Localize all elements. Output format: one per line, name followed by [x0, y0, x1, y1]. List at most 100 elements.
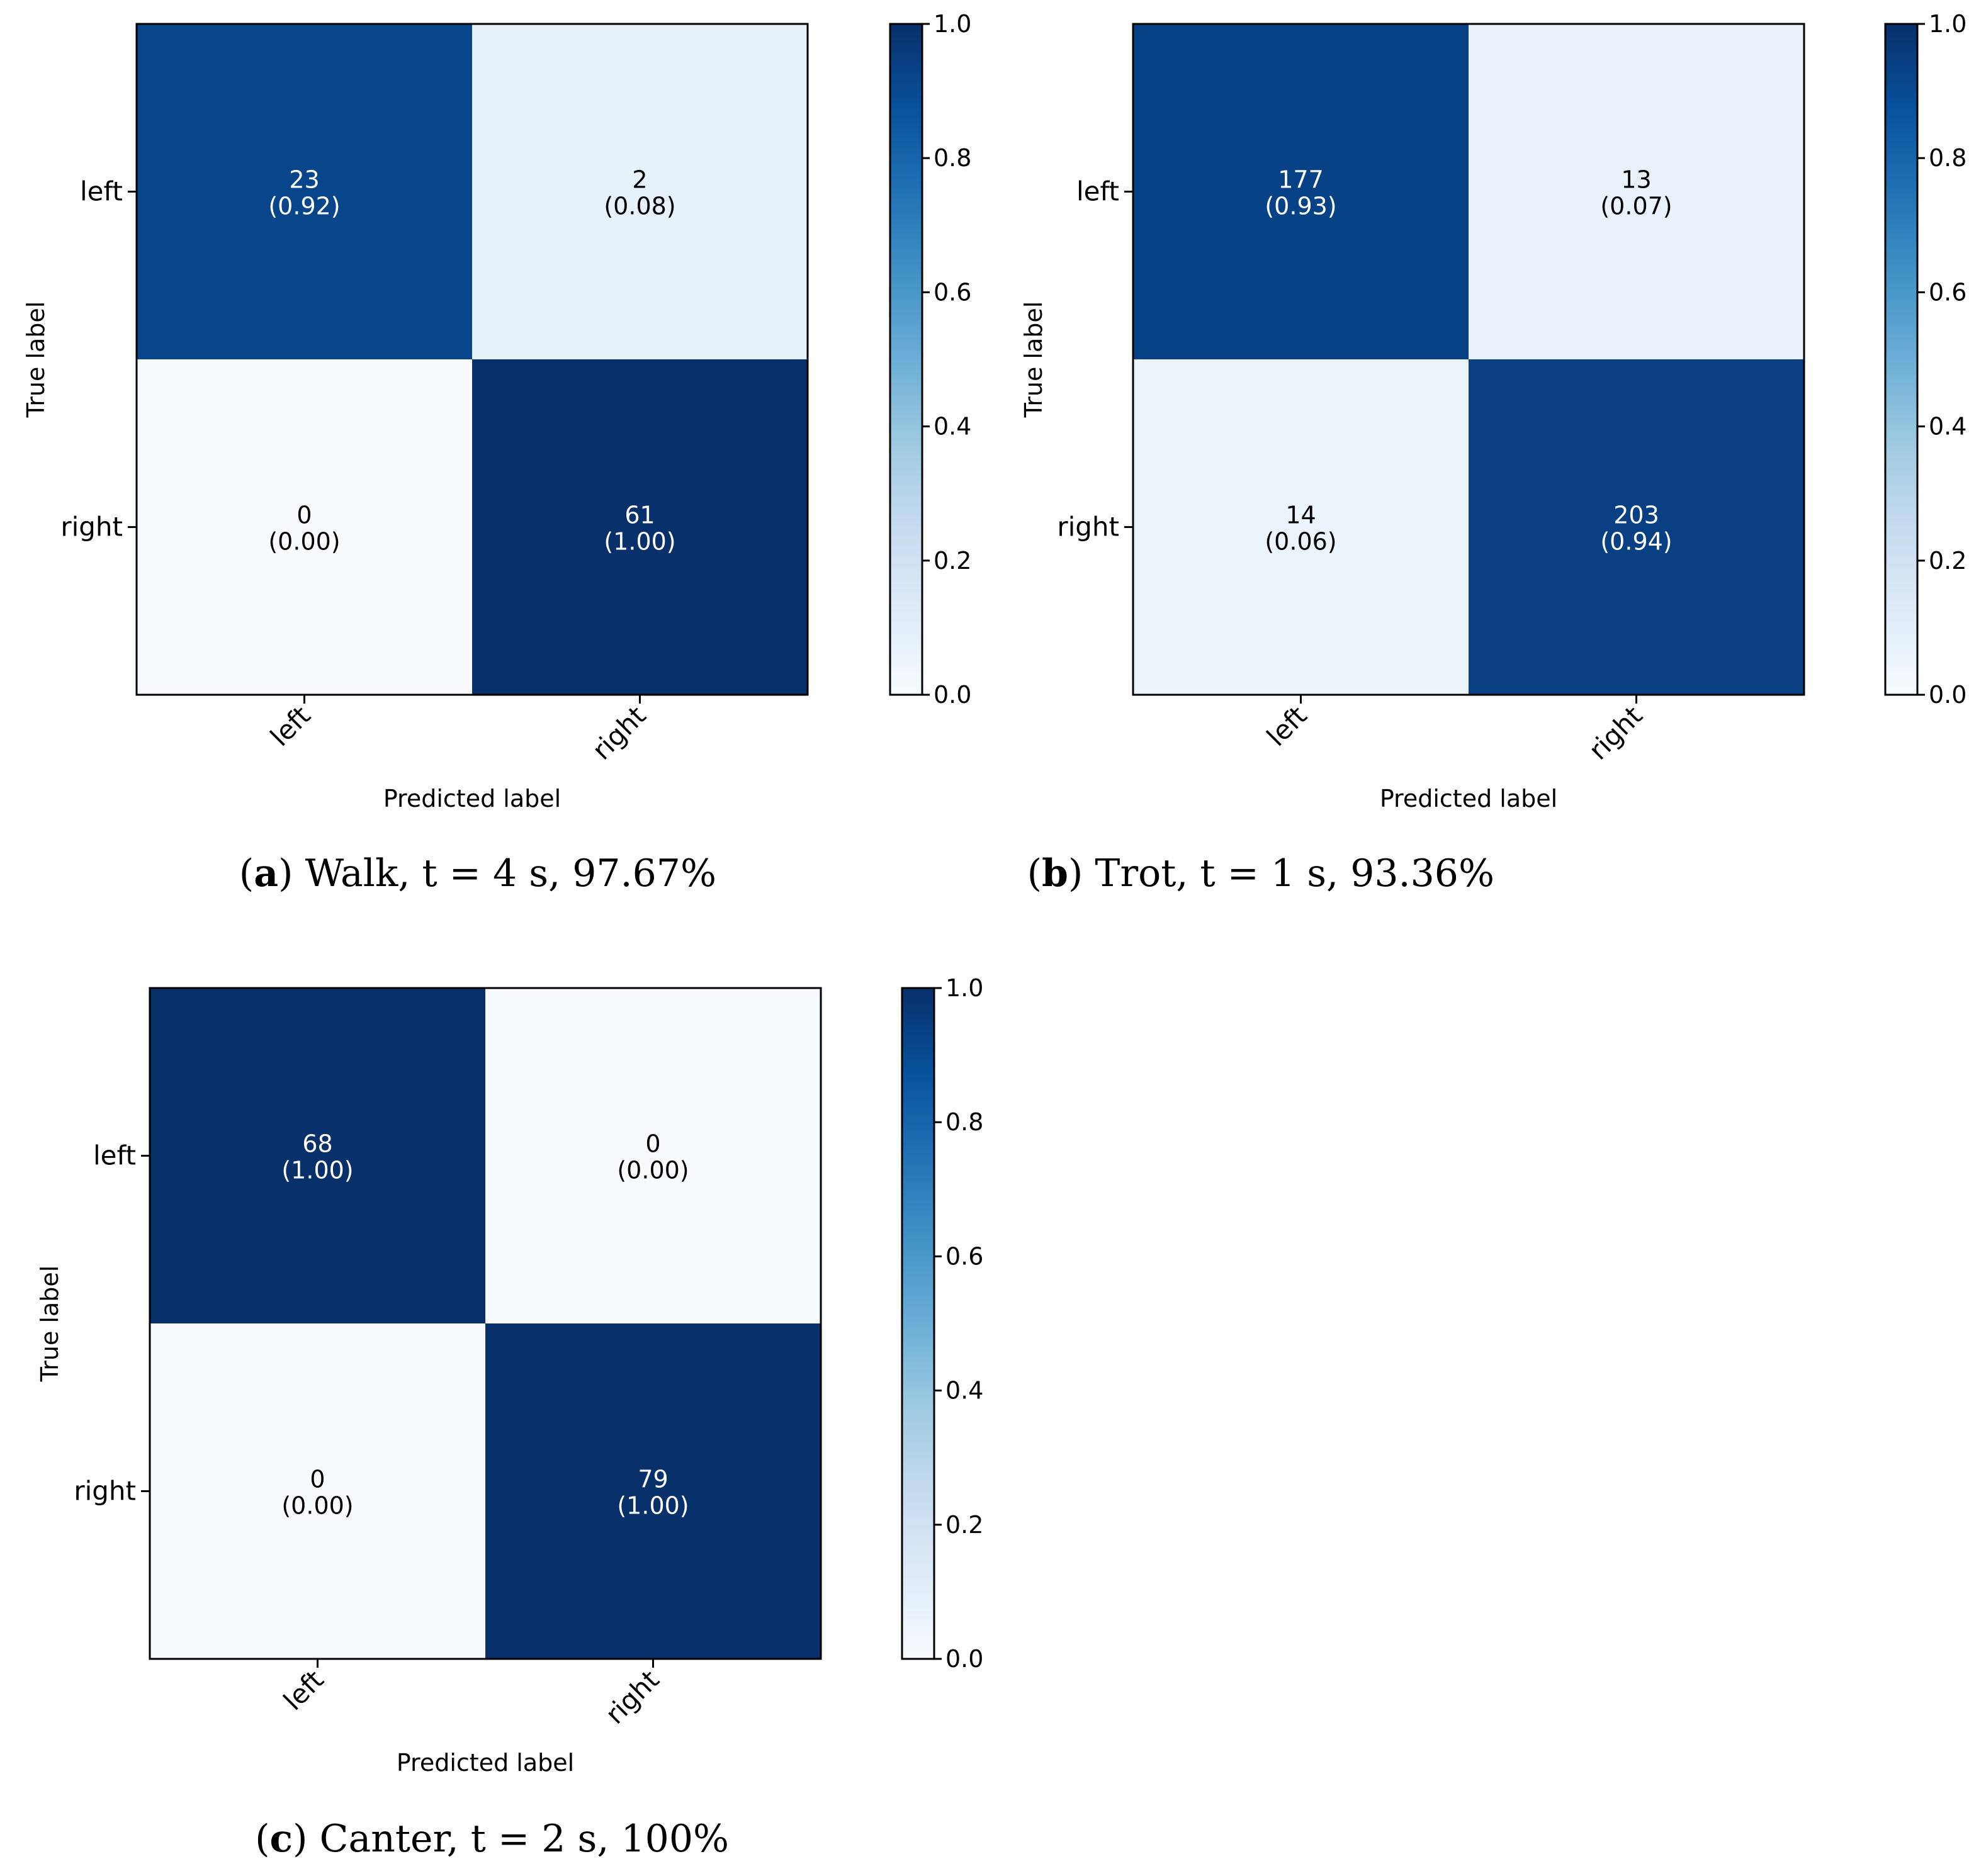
cell-normalized-label: (0.00)	[617, 1157, 689, 1184]
cell-count-label: 68	[302, 1130, 332, 1158]
colorbar: 0.0 0.2 0.4 0.6 0.8 1.0	[889, 10, 971, 709]
colorbar-gradient	[901, 987, 935, 1660]
colorbar-tick-label: 0.4	[945, 1377, 983, 1405]
cell-normalized-label: (0.93)	[1265, 193, 1336, 220]
colorbar-tick-label: 0.4	[934, 413, 971, 441]
colorbar-tick-label: 0.0	[945, 1645, 983, 1673]
colorbar-tick-label: 1.0	[1929, 10, 1966, 38]
colorbar-tick-label: 0.4	[1929, 413, 1966, 441]
panel-caption: (a) Walk, t = 4 s, 97.67%	[239, 851, 716, 896]
y-tick-label: right	[1057, 512, 1119, 542]
cell-count-label: 79	[638, 1466, 668, 1493]
y-tick-label: left	[93, 1140, 136, 1171]
cell-count-label: 177	[1278, 166, 1324, 194]
panel-caption: (c) Canter, t = 2 s, 100%	[255, 1817, 729, 1861]
x-tick-label: left	[278, 1664, 330, 1716]
caption-letter: b	[1042, 851, 1068, 896]
x-tick-label: right	[599, 1664, 665, 1729]
cell-normalized-label: (0.07)	[1600, 193, 1672, 220]
cell-right-right	[472, 359, 808, 695]
colorbar-tick-label: 0.6	[934, 278, 971, 306]
x-axis-label: Predicted label	[1380, 785, 1557, 812]
colorbar-tick-label: 0.8	[934, 144, 971, 172]
cell-right-right	[1469, 359, 1804, 695]
x-axis-label: Predicted label	[383, 785, 561, 812]
cell-count-label: 0	[310, 1466, 325, 1493]
y-axis-label: True label	[22, 301, 50, 418]
cell-right-left	[1133, 359, 1469, 695]
caption-paren-close: )	[278, 851, 305, 896]
y-tick-label: left	[80, 176, 123, 207]
cell-count-label: 0	[645, 1130, 660, 1158]
plot-frame	[135, 23, 809, 696]
y-axis-label: True label	[1020, 301, 1047, 418]
colorbar: 0.0 0.2 0.4 0.6 0.8 1.0	[1884, 10, 1966, 709]
colorbar-tick-label: 0.2	[1929, 547, 1966, 575]
colorbar-tick-label: 0.0	[1929, 681, 1966, 709]
y-tick-label: right	[60, 512, 123, 542]
cell-left-left	[1133, 24, 1469, 359]
cell-left-right	[1469, 24, 1804, 359]
cell-left-right	[485, 988, 821, 1323]
cell-right-right	[485, 1323, 821, 1659]
cell-normalized-label: (0.06)	[1265, 528, 1336, 556]
x-tick-label: left	[1261, 700, 1313, 752]
colorbar-gradient	[1884, 23, 1919, 696]
cell-count-label: 13	[1621, 166, 1651, 194]
colorbar-tick-label: 0.2	[945, 1511, 983, 1539]
colorbar-tick-label: 1.0	[934, 10, 971, 38]
cell-left-left	[150, 988, 485, 1323]
colorbar-tick-label: 1.0	[945, 974, 983, 1002]
cell-normalized-label: (0.00)	[268, 528, 340, 556]
cell-normalized-label: (1.00)	[604, 528, 675, 556]
caption-text: Canter, t = 2 s, 100%	[320, 1817, 729, 1861]
cell-count-label: 0	[296, 502, 312, 529]
colorbar-tick-label: 0.6	[945, 1242, 983, 1270]
colorbar-tick-label: 0.2	[934, 547, 971, 575]
caption-paren-open: (	[239, 851, 254, 896]
colorbar-tick-label: 0.8	[945, 1108, 983, 1136]
confusion-matrix-panel-c: 68(1.00)0(0.00)0(0.00)79(1.00)leftrightl…	[36, 974, 983, 1861]
cell-count-label: 23	[289, 166, 319, 194]
cell-normalized-label: (0.92)	[268, 193, 340, 220]
caption-paren-close: )	[293, 1817, 319, 1861]
caption-letter: a	[254, 851, 278, 896]
cell-count-label: 203	[1613, 502, 1659, 529]
plot-frame	[149, 987, 822, 1660]
colorbar-gradient	[889, 23, 923, 696]
y-tick-label: left	[1076, 176, 1119, 207]
confusion-matrix-panel-b: 177(0.93) 13(0.07) 14(0.06) 203(0.94) left ri…	[1020, 10, 1966, 896]
cell-normalized-label: (1.00)	[617, 1492, 689, 1520]
y-tick-label: right	[74, 1476, 136, 1507]
cell-left-left	[137, 24, 472, 359]
x-tick-label: right	[586, 700, 652, 765]
caption-paren-open: (	[1027, 851, 1042, 896]
colorbar-tick-label: 0.6	[1929, 278, 1966, 306]
panel-caption: (b) Trot, t = 1 s, 93.36%	[1027, 851, 1494, 896]
cell-normalized-label: (1.00)	[281, 1157, 353, 1184]
x-tick-label: right	[1583, 700, 1648, 765]
cell-normalized-label: (0.08)	[604, 193, 675, 220]
colorbar-tick-label: 0.8	[1929, 144, 1966, 172]
cell-right-left	[150, 1323, 485, 1659]
confusion-matrix-panel-a: 23(0.92) 2(0.08) 0(0.00) 61(1.00) left right l…	[22, 10, 971, 896]
cell-count-label: 61	[624, 502, 655, 529]
colorbar-tick-label: 0.0	[934, 681, 971, 709]
caption-paren-close: )	[1068, 851, 1095, 896]
cell-normalized-label: (0.00)	[281, 1492, 353, 1520]
x-axis-label: Predicted label	[397, 1749, 574, 1777]
caption-letter: c	[270, 1817, 293, 1861]
caption-paren-open: (	[255, 1817, 269, 1861]
cell-left-right	[472, 24, 808, 359]
caption-text: Trot, t = 1 s, 93.36%	[1095, 851, 1494, 896]
colorbar: 0.0 0.2 0.4 0.6 0.8 1.0	[901, 974, 983, 1673]
plot-frame	[1132, 23, 1805, 696]
cell-right-left	[137, 359, 472, 695]
y-axis-label: True label	[36, 1266, 64, 1383]
cell-normalized-label: (0.94)	[1600, 528, 1672, 556]
x-tick-label: left	[264, 700, 317, 752]
cell-count-label: 2	[632, 166, 647, 194]
cell-count-label: 14	[1285, 502, 1316, 529]
caption-text: Walk, t = 4 s, 97.67%	[305, 851, 716, 896]
